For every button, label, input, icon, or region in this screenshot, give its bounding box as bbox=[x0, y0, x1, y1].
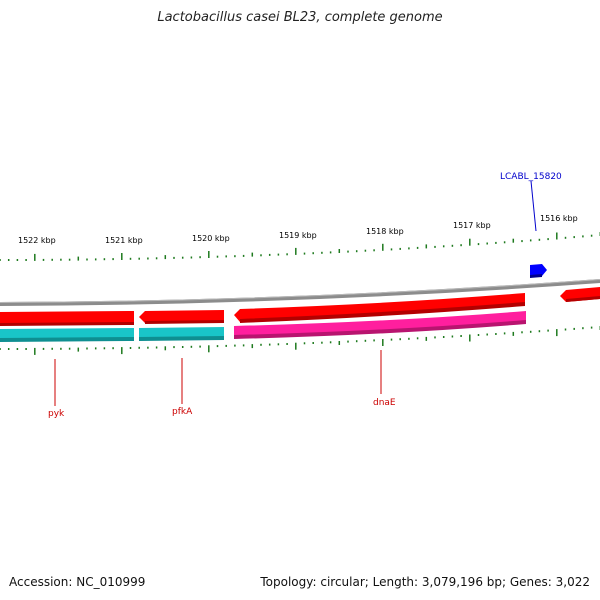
gene-pyk-shade bbox=[0, 322, 134, 326]
scale-label-1520: 1520 kbp bbox=[192, 234, 230, 243]
map-title: Lactobacillus casei BL23, complete genom… bbox=[157, 10, 443, 25]
scale-label-1516: 1516 kbp bbox=[540, 214, 578, 223]
label-line-LCABL_15820 bbox=[530, 180, 537, 232]
scale-label-1517: 1517 kbp bbox=[453, 221, 491, 230]
genome-stats-text: Topology: circular; Length: 3,079,196 bp… bbox=[260, 575, 590, 589]
gene-label-pyk[interactable]: pyk bbox=[48, 409, 65, 419]
scale-ticks-inner bbox=[0, 326, 600, 355]
gene-dnaE-shade bbox=[240, 302, 525, 323]
gene-LCABL_15820-shade bbox=[530, 274, 542, 278]
gene-pfkA-shade bbox=[145, 320, 224, 324]
gene-label-pfkA[interactable]: pfkA bbox=[172, 407, 193, 417]
scale-ticks-outer bbox=[0, 232, 600, 261]
scale-label-1521: 1521 kbp bbox=[105, 236, 143, 245]
scale-label-1522: 1522 kbp bbox=[18, 236, 56, 245]
genome-backbone bbox=[0, 279, 600, 306]
gene-red-right-shade bbox=[566, 296, 600, 302]
gene-track-outer bbox=[0, 287, 600, 326]
gene-track-inner bbox=[0, 311, 526, 342]
gene-pink[interactable] bbox=[234, 311, 526, 338]
gene-LCABL_15820[interactable] bbox=[530, 264, 547, 277]
gene-pyk[interactable] bbox=[0, 311, 134, 325]
accession-text: Accession: NC_010999 bbox=[9, 575, 146, 589]
gene-cyan-left-shade bbox=[0, 337, 134, 342]
gene-label-dnaE[interactable]: dnaE bbox=[373, 398, 396, 408]
genome-backbone-highlight bbox=[0, 279, 600, 303]
scale-label-1519: 1519 kbp bbox=[279, 231, 317, 240]
gene-pfkA[interactable] bbox=[139, 310, 224, 323]
gene-label-LCABL_15820[interactable]: LCABL_15820 bbox=[500, 172, 562, 182]
gene-pink-shade bbox=[234, 320, 526, 339]
gene-cyan-mid-shade bbox=[139, 336, 224, 341]
gene-dnaE[interactable] bbox=[234, 293, 525, 322]
scale-label-1518: 1518 kbp bbox=[366, 227, 404, 236]
